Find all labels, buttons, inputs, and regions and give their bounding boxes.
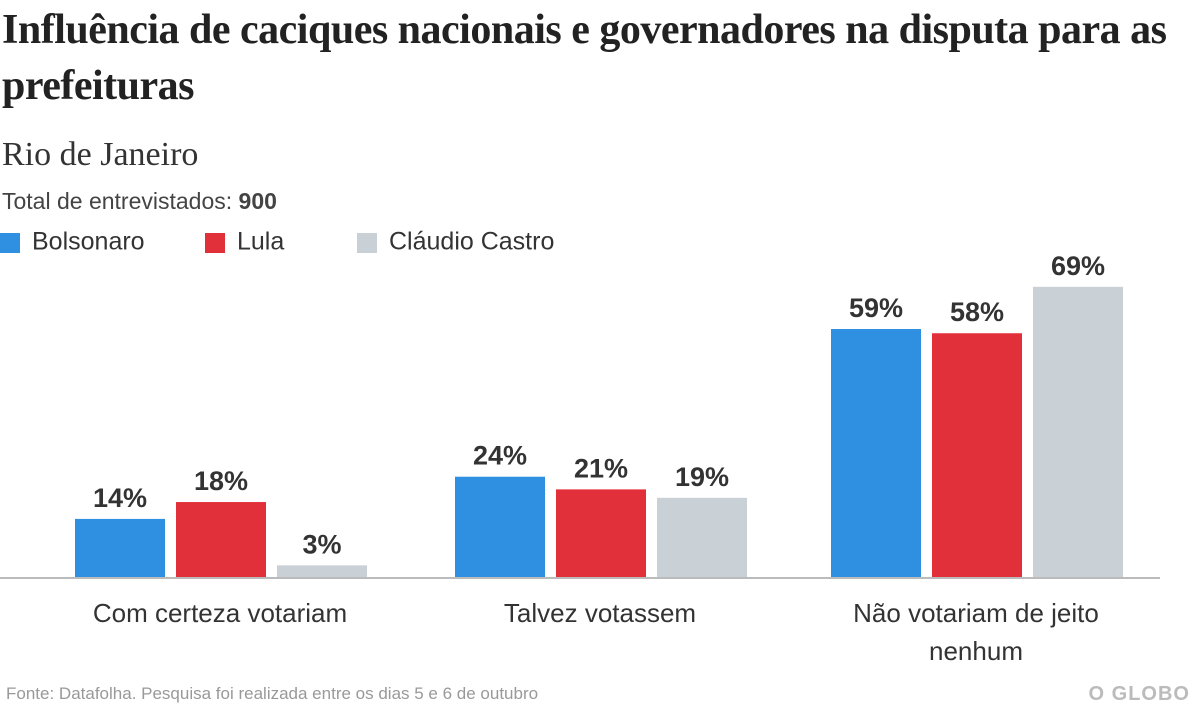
legend-label: Cláudio Castro (389, 228, 554, 256)
value-label: 14% (93, 483, 147, 513)
logo: O GLOBO (1088, 683, 1190, 705)
title: Influência de caciques nacionais e gover… (2, 7, 1167, 109)
value-label: 21% (574, 453, 628, 483)
legend-label: Lula (237, 228, 284, 256)
x-tick-label: Com certeza votariam (92, 598, 348, 628)
bar (831, 329, 921, 578)
sample-label: Total de entrevistados: (2, 188, 233, 214)
bar (75, 518, 165, 578)
legend-swatch (205, 233, 225, 253)
x-tick-label: Não votariam de jeito nenhum (853, 598, 1099, 666)
bar (455, 476, 545, 578)
value-label: 18% (194, 466, 248, 496)
value-label: 19% (675, 462, 729, 492)
bar (556, 489, 646, 578)
legend-label: Bolsonaro (32, 228, 145, 256)
x-tick-label: Talvez votassem (503, 598, 697, 628)
sample-size: 900 (238, 188, 277, 214)
legend-swatch (357, 233, 377, 253)
bar (176, 502, 266, 578)
bar (657, 497, 747, 578)
value-label: 59% (849, 293, 903, 323)
value-label: 3% (302, 529, 341, 559)
bar (1033, 286, 1123, 578)
subtitle: Rio de Janeiro (2, 136, 199, 173)
sample-info: Total de entrevistados: 900 (2, 188, 277, 215)
legend-swatch (0, 233, 20, 253)
value-label: 24% (473, 441, 527, 471)
bar (277, 565, 367, 578)
source: Fonte: Datafolha. Pesquisa foi realizada… (6, 684, 539, 703)
value-label: 58% (950, 297, 1004, 327)
value-label: 69% (1051, 251, 1105, 281)
bar (932, 333, 1022, 578)
